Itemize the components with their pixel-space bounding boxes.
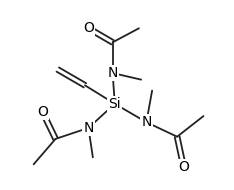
Text: O: O: [37, 105, 48, 119]
Text: Si: Si: [109, 97, 121, 111]
Text: O: O: [83, 21, 94, 35]
Text: O: O: [178, 160, 189, 174]
Text: N: N: [83, 121, 94, 135]
Text: N: N: [107, 66, 118, 80]
Text: N: N: [141, 115, 152, 129]
